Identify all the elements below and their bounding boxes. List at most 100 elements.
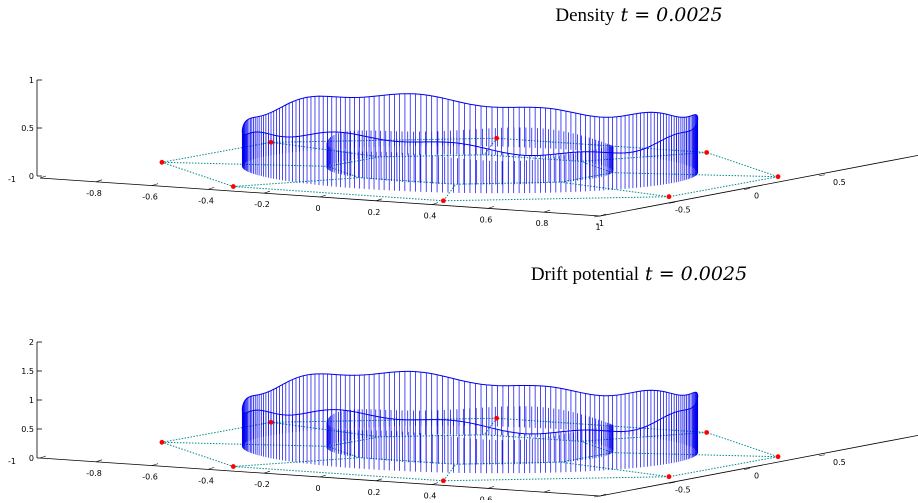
chart-title-time: t = 0.0025 [620, 4, 723, 26]
y-tick-label: -1 [596, 219, 604, 228]
network-spoke [612, 172, 779, 178]
y-tick [593, 215, 601, 218]
x-tick-label: -0.4 [198, 476, 214, 485]
z-tick-label: 0 [29, 454, 34, 463]
chart-title-density: Density t = 0.0025 [180, 4, 918, 27]
x-tick-label: 0.4 [424, 492, 437, 500]
z-tick-label: 2 [29, 338, 34, 347]
x-tick [95, 459, 103, 463]
network-spoke [483, 137, 498, 156]
x-tick [375, 198, 383, 202]
x-tick [487, 486, 495, 489]
y-tick [743, 468, 751, 470]
x-tick [207, 187, 215, 190]
x-tick [375, 478, 383, 482]
y-tick [668, 201, 676, 204]
drift-potential-plot: 0 0.5 1 1.5 2 -0.8 -0.6 -0.4 -0.2 0 0.2 0.4 0.6 0.8 -1… [8, 338, 918, 500]
x-tick [263, 190, 271, 194]
boundary-node [440, 478, 446, 484]
y-tick [593, 495, 601, 498]
network-spoke [161, 441, 328, 447]
y-tick [818, 454, 826, 457]
boundary-node [159, 439, 165, 445]
density-plot: 00.51-0.8 -0.6 -0.4 -0.2 0 0.2 0.4 0.6 0.8-11-1-… [8, 76, 918, 230]
boundary-node [666, 194, 672, 200]
chart-title-label: Density [555, 5, 615, 26]
x-tick-label: 0.4 [424, 212, 437, 221]
boundary-node [230, 464, 236, 469]
x-tick-label: -0.2 [254, 480, 270, 489]
z-tick-label: 0.5 [21, 124, 34, 133]
stem-top-outline [241, 370, 699, 435]
x-tick-label: 0 [315, 484, 320, 493]
boundary-node [666, 474, 672, 480]
x-tick [151, 463, 159, 466]
x-tick [543, 489, 551, 493]
x-tick [151, 183, 159, 186]
network-spoke [442, 183, 457, 202]
x-tick [431, 202, 439, 205]
network-spoke [560, 181, 670, 198]
x-tick [319, 474, 327, 478]
network-spoke [161, 161, 328, 167]
boundary-node [440, 198, 446, 204]
x-tick-label: 1 [595, 223, 600, 230]
x-tick [39, 455, 47, 459]
x-tick [431, 482, 439, 485]
x-tick-label: -0.8 [86, 469, 102, 478]
boundary-node [704, 430, 710, 435]
y-tick-label: -0.5 [675, 205, 691, 214]
z-tick-label: 1 [29, 396, 34, 405]
boundary-node [230, 184, 236, 189]
y-tick-label: 0 [754, 192, 759, 201]
y-tick-label: -1 [596, 499, 604, 500]
network-spoke [442, 463, 457, 482]
x-tick [543, 209, 551, 213]
z-tick-label: 1 [29, 76, 34, 85]
x-tick [319, 194, 327, 198]
z-tick-label: 0.5 [21, 425, 34, 434]
x-tick-label: -0.6 [142, 473, 158, 482]
chart-title-time: t = 0.0025 [645, 263, 748, 285]
y-tick [818, 174, 826, 177]
x-tick-label: -0.6 [142, 193, 158, 202]
y-axis [599, 154, 918, 217]
z-tick-label: 1.5 [21, 367, 34, 376]
y-tick-label: -0.5 [675, 485, 691, 494]
y-tick-label: 0.5 [833, 178, 846, 187]
boundary-node [159, 159, 165, 165]
network-spoke [270, 421, 380, 438]
y-tick [668, 481, 676, 484]
x-tick-label: -1 [8, 457, 16, 466]
z-tick-label: 0 [29, 172, 34, 181]
x-tick-label: 0.2 [368, 208, 381, 217]
stem-top-outline [241, 93, 699, 157]
x-tick [39, 175, 47, 179]
x-tick [207, 467, 215, 470]
x-tick-label: 0.6 [480, 495, 493, 500]
x-tick [487, 206, 495, 209]
boundary-node [775, 174, 781, 180]
network-spoke [270, 141, 380, 158]
x-tick [95, 179, 103, 183]
x-tick [263, 470, 271, 474]
boundary-node [268, 419, 274, 425]
network-spoke [233, 177, 360, 188]
x-tick-label: 0.8 [536, 499, 549, 500]
network-spoke [233, 457, 360, 468]
network-spoke [483, 417, 498, 436]
boundary-node [494, 415, 500, 421]
y-axis [599, 434, 918, 497]
boundary-node [775, 454, 781, 460]
x-tick-label: 0.8 [536, 219, 549, 228]
boundary-node [268, 139, 274, 145]
x-tick-label: -0.2 [254, 200, 270, 209]
boundary-node [494, 135, 500, 141]
x-tick-label: -1 [8, 175, 16, 184]
x-tick-label: -0.8 [86, 189, 102, 198]
y-tick-label: 0 [754, 472, 759, 481]
y-tick [743, 188, 751, 190]
x-tick-label: 0 [315, 204, 320, 213]
chart-title-drift-potential: Drift potential t = 0.0025 [180, 263, 918, 286]
x-tick-label: 0.2 [368, 488, 381, 497]
